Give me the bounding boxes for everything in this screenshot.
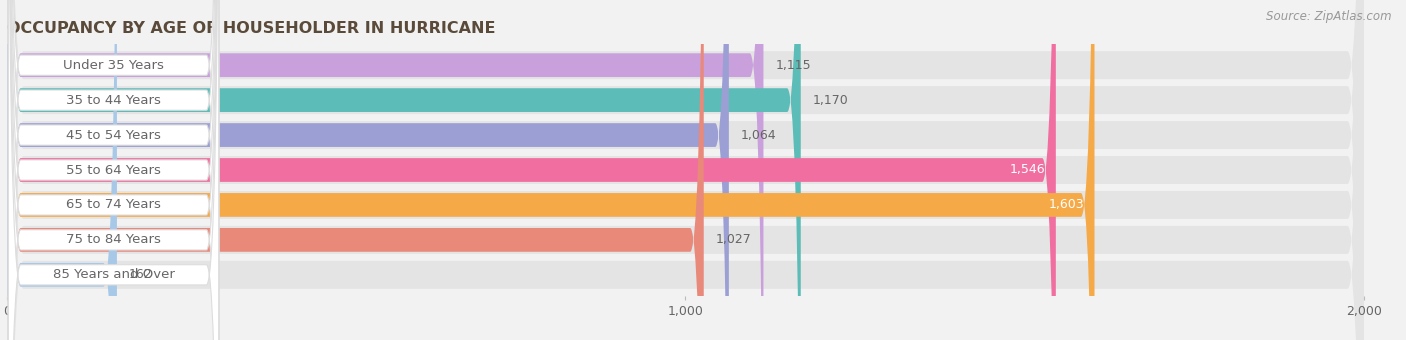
Text: 1,027: 1,027 — [716, 233, 752, 246]
FancyBboxPatch shape — [8, 0, 219, 340]
Text: 65 to 74 Years: 65 to 74 Years — [66, 199, 160, 211]
Text: 1,546: 1,546 — [1010, 164, 1046, 176]
Text: 45 to 54 Years: 45 to 54 Years — [66, 129, 160, 141]
FancyBboxPatch shape — [7, 0, 1364, 340]
FancyBboxPatch shape — [8, 0, 219, 340]
FancyBboxPatch shape — [8, 0, 219, 340]
Text: 1,115: 1,115 — [776, 59, 811, 72]
Text: OCCUPANCY BY AGE OF HOUSEHOLDER IN HURRICANE: OCCUPANCY BY AGE OF HOUSEHOLDER IN HURRI… — [7, 21, 495, 36]
FancyBboxPatch shape — [7, 0, 1364, 340]
FancyBboxPatch shape — [7, 0, 704, 340]
Text: 75 to 84 Years: 75 to 84 Years — [66, 233, 160, 246]
FancyBboxPatch shape — [8, 0, 219, 340]
FancyBboxPatch shape — [7, 0, 1364, 340]
FancyBboxPatch shape — [7, 0, 1364, 340]
FancyBboxPatch shape — [8, 0, 219, 340]
FancyBboxPatch shape — [7, 0, 1364, 340]
FancyBboxPatch shape — [7, 0, 1056, 340]
Text: 35 to 44 Years: 35 to 44 Years — [66, 94, 160, 107]
Text: 162: 162 — [129, 268, 153, 281]
FancyBboxPatch shape — [7, 0, 728, 340]
Text: 55 to 64 Years: 55 to 64 Years — [66, 164, 160, 176]
FancyBboxPatch shape — [8, 0, 219, 340]
FancyBboxPatch shape — [7, 0, 763, 340]
FancyBboxPatch shape — [7, 0, 117, 340]
Text: 85 Years and Over: 85 Years and Over — [52, 268, 174, 281]
FancyBboxPatch shape — [7, 0, 801, 340]
Text: 1,603: 1,603 — [1049, 199, 1084, 211]
FancyBboxPatch shape — [7, 0, 1364, 340]
Text: 1,170: 1,170 — [813, 94, 849, 107]
Text: Source: ZipAtlas.com: Source: ZipAtlas.com — [1267, 10, 1392, 23]
FancyBboxPatch shape — [8, 0, 219, 340]
Text: Under 35 Years: Under 35 Years — [63, 59, 165, 72]
Text: 1,064: 1,064 — [741, 129, 776, 141]
FancyBboxPatch shape — [7, 0, 1364, 340]
FancyBboxPatch shape — [7, 0, 1094, 340]
